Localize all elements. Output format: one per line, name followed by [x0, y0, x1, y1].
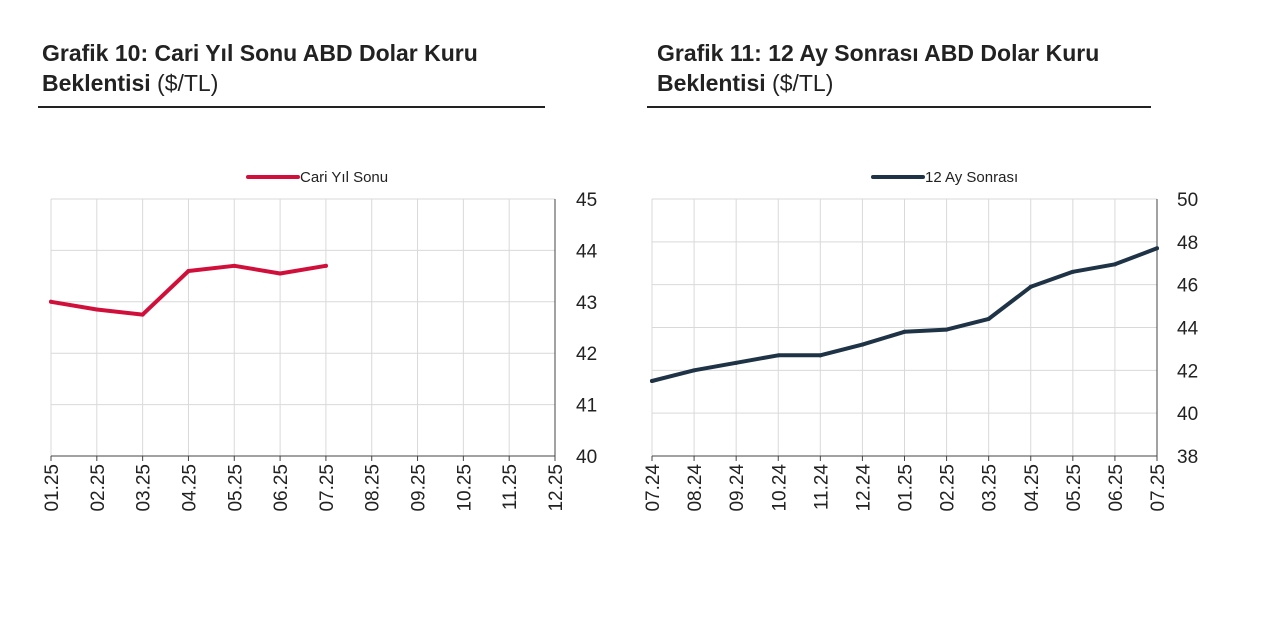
chart-title-unit: ($/TL) — [772, 70, 834, 96]
legend-label: Cari Yıl Sonu — [300, 169, 388, 186]
data-point — [692, 368, 697, 373]
y-tick-label: 44 — [576, 241, 598, 262]
y-tick-label: 40 — [1177, 404, 1198, 425]
y-tick-label: 41 — [576, 396, 597, 417]
x-tick-label: 10.25 — [454, 464, 475, 512]
y-tick-label: 45 — [576, 190, 597, 211]
x-tick-label: 07.24 — [643, 464, 664, 512]
x-tick-label: 07.25 — [1148, 464, 1169, 512]
line-chart-12-ay-sonrasi: 50 48 46 44 42 40 38 07.24 08.24 09.24 10.24 11.24 1… — [643, 169, 1199, 512]
chart-panel-10: Grafik 10: Cari Yıl Sonu ABD Dolar Kuru … — [38, 38, 598, 512]
y-tick-label: 48 — [1177, 233, 1198, 254]
data-point — [278, 271, 283, 276]
data-point — [650, 379, 654, 384]
data-point — [818, 353, 823, 358]
x-tick-label: 06.25 — [1106, 464, 1127, 512]
data-point — [986, 316, 991, 321]
data-point — [232, 263, 237, 268]
x-tick-label: 09.25 — [409, 464, 430, 512]
x-tick-label: 11.24 — [811, 464, 832, 511]
data-point — [94, 307, 99, 312]
data-point — [49, 299, 53, 304]
y-tick-label: 42 — [1177, 361, 1198, 382]
x-tick-label: 11.25 — [500, 464, 521, 510]
y-tick-label: 38 — [1177, 447, 1198, 468]
title-rule — [38, 106, 545, 108]
data-point — [776, 353, 781, 358]
chart-title: Grafik 11: 12 Ay Sonrası ABD Dolar Kuru … — [657, 38, 1177, 98]
data-point — [1070, 269, 1075, 274]
chart-panel-11: Grafik 11: 12 Ay Sonrası ABD Dolar Kuru … — [640, 0, 1280, 618]
x-tick-label: 01.25 — [896, 464, 917, 512]
chart-title-text: Grafik 11: 12 Ay Sonrası ABD Dolar Kuru … — [657, 40, 1100, 96]
data-point — [944, 327, 949, 332]
x-tick-label: 03.25 — [980, 464, 1001, 512]
chart-title-unit: ($/TL) — [157, 70, 219, 96]
x-tick-label: 09.24 — [727, 464, 748, 512]
x-tick-label: 10.24 — [769, 464, 790, 512]
chart-title: Grafik 10: Cari Yıl Sonu ABD Dolar Kuru … — [42, 38, 562, 98]
data-point — [860, 342, 865, 347]
line-chart-cari-yil-sonu: 45 44 43 42 41 40 01.25 02.25 03.25 04.25 05.25 06.… — [42, 169, 598, 512]
x-tick-label: 07.25 — [317, 464, 338, 512]
data-point — [734, 360, 739, 365]
chart-title-text: Grafik 10: Cari Yıl Sonu ABD Dolar Kuru … — [42, 40, 478, 96]
data-point — [1112, 262, 1117, 267]
data-point — [902, 329, 907, 334]
title-rule — [647, 106, 1151, 108]
y-tick-label: 40 — [576, 447, 597, 468]
x-tick-label: 12.25 — [546, 464, 567, 512]
x-tick-label: 04.25 — [1022, 464, 1043, 512]
x-tick-label: 06.25 — [271, 464, 292, 512]
data-point — [323, 263, 328, 268]
y-tick-label: 46 — [1177, 276, 1198, 297]
y-tick-label: 50 — [1177, 190, 1198, 211]
x-tick-label: 01.25 — [42, 464, 63, 512]
legend-label: 12 Ay Sonrası — [925, 169, 1018, 186]
data-point — [140, 312, 145, 317]
x-tick-label: 08.25 — [363, 464, 384, 512]
x-tick-label: 05.25 — [1064, 464, 1085, 512]
y-tick-label: 44 — [1177, 319, 1199, 340]
x-tick-label: 12.24 — [853, 464, 874, 512]
x-tick-label: 04.25 — [179, 464, 200, 512]
data-point — [186, 268, 191, 273]
x-tick-label: 03.25 — [134, 464, 155, 512]
y-tick-label: 42 — [576, 344, 597, 365]
x-tick-label: 02.25 — [88, 464, 109, 512]
x-tick-label: 02.25 — [938, 464, 959, 512]
y-tick-label: 43 — [576, 293, 597, 314]
data-point — [1155, 246, 1159, 251]
x-tick-label: 08.24 — [685, 464, 706, 512]
x-tick-label: 05.25 — [225, 464, 246, 512]
data-point — [1028, 284, 1033, 289]
